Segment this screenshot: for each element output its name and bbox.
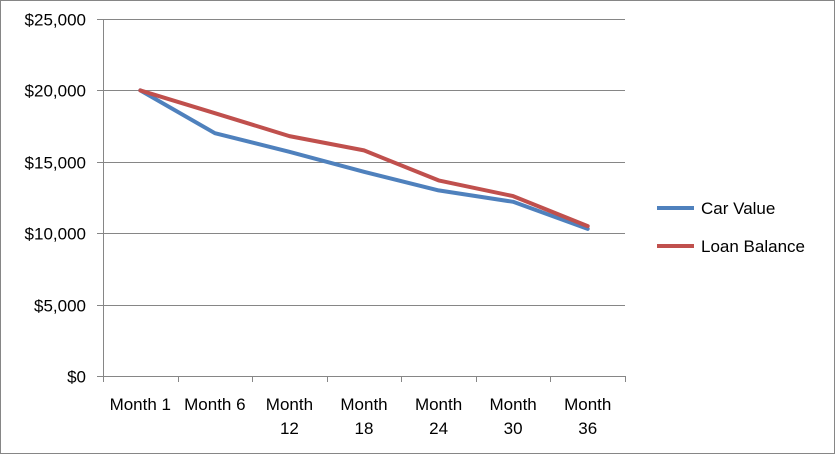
x-tick-label: Month 1: [110, 395, 171, 414]
y-tick-label: $0: [67, 368, 86, 387]
legend-label: Car Value: [701, 199, 775, 218]
y-tick-label: $5,000: [34, 297, 86, 316]
y-tick-label: $20,000: [25, 82, 86, 101]
x-tick-label: Month 6: [184, 395, 245, 414]
y-tick-label: $15,000: [25, 154, 86, 173]
x-tick-label: Month 24: [415, 395, 462, 438]
x-tick-label: Month 12: [266, 395, 313, 438]
x-tick-label: Month 36: [564, 395, 611, 438]
x-tick-label: Month 18: [340, 395, 387, 438]
series-line-loan-balance: [138, 88, 590, 229]
y-tick-label: $25,000: [25, 11, 86, 30]
x-tick-label: Month 30: [490, 395, 537, 438]
y-tick-label: $10,000: [25, 225, 86, 244]
series-line-car-value: [138, 88, 590, 231]
legend-label: Loan Balance: [701, 237, 805, 256]
